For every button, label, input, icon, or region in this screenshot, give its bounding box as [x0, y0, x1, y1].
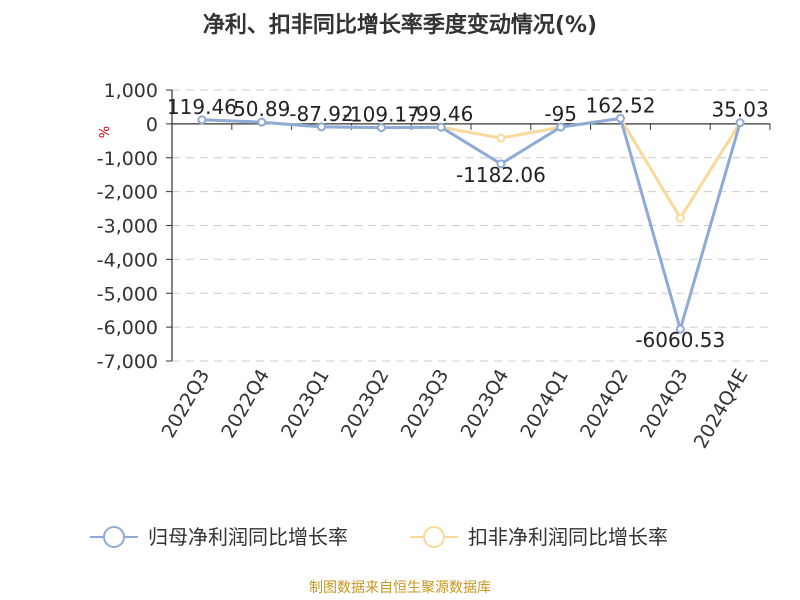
data-label: 162.52: [586, 93, 656, 117]
x-tick-label: 2024Q2: [576, 366, 633, 442]
legend-label-1: 扣非净利润同比增长率: [468, 525, 668, 549]
series-0-point: [735, 118, 745, 128]
legend-label-0: 归母净利润同比增长率: [148, 525, 348, 549]
y-tick-label: -2,000: [97, 182, 158, 204]
legend-marker-0: [103, 526, 125, 548]
y-tick-label: 1,000: [104, 80, 158, 102]
x-tick-label: 2022Q3: [157, 366, 214, 442]
y-axis-unit: %: [95, 126, 110, 138]
data-label: 50.89: [233, 97, 290, 121]
series-0-point: [436, 122, 446, 132]
data-label: -1182.06: [456, 163, 546, 187]
data-label: -99.46: [409, 102, 473, 126]
series-0-point: [257, 117, 267, 127]
y-tick-label: -4,000: [97, 249, 158, 271]
series-0-point: [675, 324, 685, 334]
x-tick-label: 2023Q2: [337, 366, 394, 442]
y-tick-label: -6,000: [97, 317, 158, 339]
y-tick-label: -1,000: [97, 148, 158, 170]
series-0-point: [616, 113, 625, 123]
x-tick-label: 2022Q4: [217, 366, 274, 442]
x-tick-label: 2023Q1: [277, 366, 334, 442]
source-note: 制图数据来自恒生聚源数据库: [309, 580, 491, 596]
data-label: -6060.53: [635, 328, 725, 352]
x-tick-label: 2024Q1: [516, 366, 573, 442]
series-1-point: [496, 133, 506, 143]
data-label: 119.46: [167, 95, 237, 119]
series-0-point: [317, 122, 326, 132]
y-tick-label: -7,000: [97, 351, 158, 373]
y-tick-labels: 1,000 0 -1,000 -2,000 -3,000 -4,000 -5,000 -6,0…: [97, 80, 158, 373]
x-tick-label: 2024Q3: [636, 366, 693, 442]
y-tick-label: -3,000: [97, 216, 158, 238]
y-tick-label: -5,000: [97, 283, 158, 305]
chart-title: 净利、扣非同比增长率季度变动情况(%): [203, 12, 597, 38]
data-label: -87.92: [289, 102, 353, 126]
x-tick-label: 2023Q4: [456, 366, 513, 442]
series-line-0: [201, 116, 742, 331]
series-0-point: [197, 115, 207, 125]
series-0-point: [556, 122, 566, 132]
series-1-point: [675, 213, 685, 223]
x-tick-labels: 2022Q3 2022Q4 2023Q1 2023Q2 2023Q3 2023Q4 2024…: [157, 365, 752, 452]
legend[interactable]: 归母净利润同比增长率 扣非净利润同比增长率: [90, 525, 668, 549]
x-tick-label: 2024Q4E: [690, 366, 753, 453]
data-label: 35.03: [711, 98, 768, 122]
series-lines: [201, 116, 742, 331]
legend-marker-1: [423, 526, 445, 548]
data-label: -95: [544, 102, 577, 126]
gridlines: [166, 89, 770, 362]
data-label: -109.17: [343, 103, 420, 127]
series-0-point: [376, 123, 386, 133]
y-tick-label: 0: [146, 114, 158, 136]
series-0-point: [496, 159, 506, 169]
x-tick-label: 2023Q3: [397, 365, 454, 441]
series-points: [197, 113, 745, 334]
